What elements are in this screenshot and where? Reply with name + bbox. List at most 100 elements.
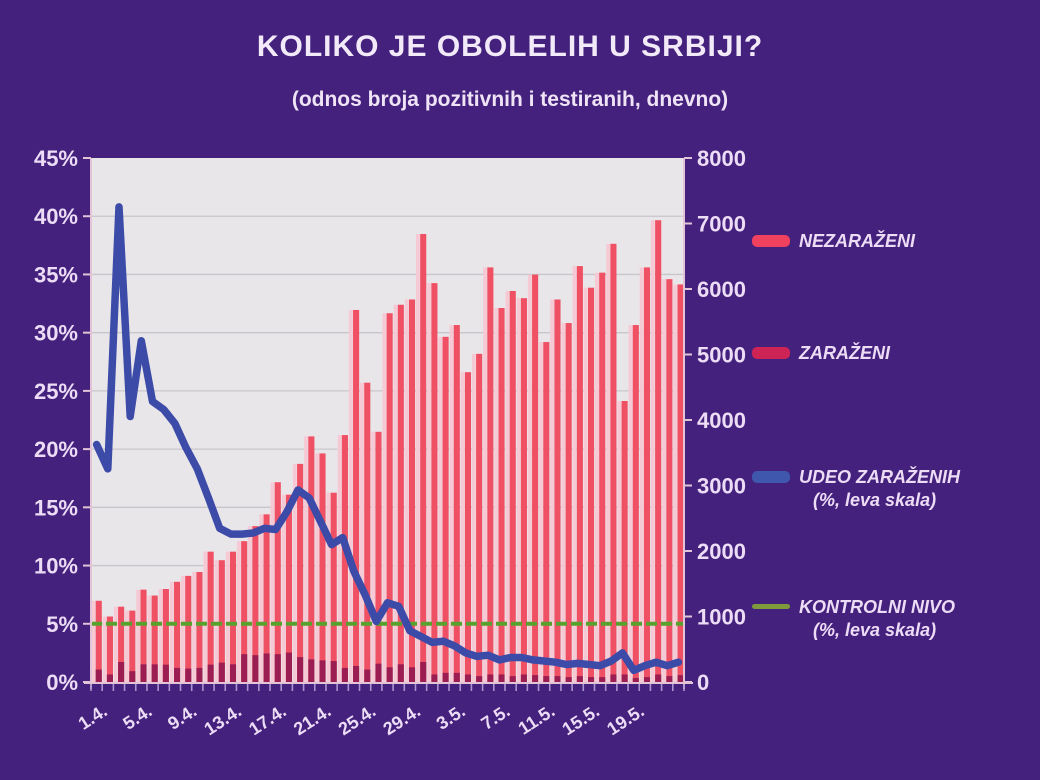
y-left-tick-label: 5%	[46, 612, 78, 637]
bar-zarazeni	[453, 672, 460, 682]
bar-nezarazeni	[185, 575, 192, 682]
bar-nezarazeni	[241, 541, 248, 682]
bar-stripe	[259, 514, 264, 682]
y-right-tick-label: 6000	[697, 277, 746, 302]
bar-stripe	[427, 283, 432, 682]
bar-stripe	[147, 595, 152, 682]
bar-zarazeni	[520, 674, 527, 682]
bar-zarazeni	[576, 676, 583, 682]
bar-stripe	[617, 401, 622, 682]
bar-zarazeni	[308, 659, 315, 682]
bar-zarazeni	[185, 668, 192, 682]
y-right-tick-label: 2000	[697, 539, 746, 564]
bar-zarazeni	[118, 662, 125, 682]
x-tick-label: 25.4.	[335, 701, 379, 740]
bar-nezarazeni	[408, 299, 416, 682]
y-left-tick-label: 40%	[34, 204, 78, 229]
bar-zarazeni	[666, 676, 673, 682]
bar-nezarazeni	[543, 342, 550, 682]
bar-nezarazeni	[386, 313, 393, 682]
bar-nezarazeni	[643, 267, 651, 682]
bar-stripe	[594, 272, 599, 682]
x-tick-label: 1.4.	[75, 701, 111, 734]
y-left-tick-label: 15%	[34, 495, 78, 520]
bar-nezarazeni	[353, 309, 360, 682]
bar-stripe	[449, 325, 454, 682]
bar-zarazeni	[565, 677, 572, 682]
bar-stripe	[348, 309, 353, 682]
bar-nezarazeni	[263, 514, 270, 682]
y-left-tick-label: 30%	[34, 321, 78, 346]
x-tick-label: 5.4.	[119, 701, 155, 734]
bar-zarazeni	[375, 663, 382, 682]
bar-zarazeni	[610, 674, 617, 682]
bar-zarazeni	[408, 667, 416, 682]
bar-stripe	[113, 606, 118, 682]
legend-item-udeo-zarazenih: UDEO ZARAŽENIH (%, leva skala)	[752, 466, 960, 511]
x-tick-label: 9.4.	[164, 701, 200, 734]
bar-nezarazeni	[520, 298, 527, 682]
bar-nezarazeni	[106, 616, 113, 682]
bar-stripe	[304, 436, 308, 682]
bar-stripe	[650, 220, 655, 682]
bar-stripe	[382, 313, 387, 682]
x-tick-label: 3.5.	[433, 701, 469, 734]
legend-label: KONTROLNI NIVO	[799, 597, 955, 617]
bar-stripe	[102, 616, 107, 682]
bar-nezarazeni	[442, 336, 449, 682]
bar-zarazeni	[129, 671, 136, 682]
bar-zarazeni	[498, 674, 505, 682]
udeo-zarazenih-swatch-icon	[752, 471, 790, 483]
bar-zarazeni	[588, 677, 595, 682]
kontrolni-nivo-swatch-icon	[752, 604, 790, 609]
x-tick-label: 7.5.	[477, 701, 513, 734]
bar-zarazeni	[285, 652, 293, 682]
bar-stripe	[415, 233, 420, 683]
legend-label: NEZARAŽENI	[799, 231, 915, 251]
bar-stripe	[192, 571, 197, 682]
y-right-tick-label: 7000	[697, 212, 746, 237]
bar-stripe	[550, 299, 555, 682]
x-tick-label: 19.5.	[603, 701, 647, 740]
y-right-tick-label: 4000	[697, 408, 746, 433]
bar-stripe	[494, 307, 499, 682]
bar-stripe	[539, 342, 543, 682]
bar-zarazeni	[174, 667, 181, 682]
y-left-tick-label: 20%	[34, 437, 78, 462]
bar-stripe	[169, 581, 174, 682]
bar-stripe	[639, 267, 644, 682]
nezarazeni-swatch-icon	[752, 235, 790, 247]
bar-zarazeni	[386, 667, 393, 682]
bar-stripe	[248, 526, 253, 682]
legend-label: UDEO ZARAŽENIH	[799, 467, 960, 487]
bar-stripe	[606, 243, 611, 682]
bar-nezarazeni	[297, 463, 304, 682]
bar-nezarazeni	[487, 267, 494, 682]
bar-nezarazeni	[308, 436, 315, 682]
bar-zarazeni	[252, 655, 259, 682]
bar-stripe	[572, 266, 577, 682]
bar-zarazeni	[319, 660, 326, 682]
bar-nezarazeni	[274, 482, 281, 682]
bar-zarazeni	[274, 654, 281, 682]
legend-label: ZARAŽENI	[799, 343, 890, 363]
bar-nezarazeni	[397, 304, 404, 682]
bar-nezarazeni	[285, 494, 293, 682]
bar-stripe	[583, 287, 588, 682]
bar-stripe	[628, 325, 633, 682]
y-right-tick-label: 1000	[697, 605, 746, 630]
bar-stripe	[203, 551, 208, 682]
bar-zarazeni	[140, 664, 147, 682]
y-right-tick-label: 0	[697, 670, 709, 695]
bar-nezarazeni	[509, 290, 516, 682]
bar-stripe	[673, 284, 678, 682]
x-tick-label: 29.4.	[380, 701, 424, 740]
bar-stripe	[292, 463, 297, 682]
bar-zarazeni	[207, 664, 214, 682]
bar-zarazeni	[263, 653, 270, 682]
y-right-tick-label: 8000	[697, 146, 746, 171]
bar-nezarazeni	[319, 453, 326, 682]
bar-stripe	[371, 431, 376, 682]
bar-zarazeni	[420, 662, 427, 682]
